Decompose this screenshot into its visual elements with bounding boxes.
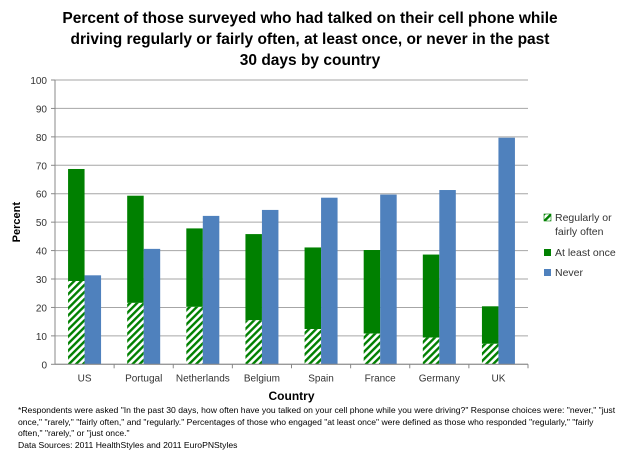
x-tick-label: US (78, 373, 92, 384)
y-tick-label: 100 (30, 76, 47, 87)
footnote: *Respondents were asked "In the past 30 … (18, 405, 616, 438)
legend-label: Regularly or (555, 212, 612, 224)
bar-at-least-once (304, 247, 322, 330)
bar-at-least-once (422, 254, 440, 338)
legend-label: fairly often (555, 226, 604, 238)
bar-regularly (304, 329, 322, 365)
bar-never (380, 194, 397, 365)
bar-never (498, 137, 515, 365)
bar-regularly (422, 337, 440, 365)
bar-at-least-once (68, 168, 85, 282)
legend-label: At least once (555, 247, 616, 259)
x-axis-label: Country (269, 389, 315, 403)
bar-regularly (68, 281, 85, 365)
y-tick-label: 10 (36, 332, 48, 343)
x-tick-label: Spain (308, 373, 334, 384)
footnote-block: *Respondents were asked "In the past 30 … (18, 405, 618, 451)
y-tick-label: 30 (36, 275, 48, 286)
bar-regularly (245, 320, 262, 365)
bar-regularly (127, 302, 144, 365)
bar-regularly (363, 333, 381, 365)
bar-never (261, 209, 279, 365)
legend-label: Never (555, 267, 584, 279)
bar-at-least-once (363, 250, 381, 334)
x-tick-label: France (365, 373, 397, 384)
bar-never (321, 197, 338, 365)
x-tick-label: UK (491, 373, 505, 384)
x-tick-label: Netherlands (176, 373, 230, 384)
bar-never (143, 248, 161, 365)
chart-title: Percent of those surveyed who had talked… (62, 10, 558, 69)
legend-swatch (544, 269, 551, 276)
bar-never (439, 190, 456, 365)
bar-at-least-once (245, 234, 262, 321)
bar-at-least-once (481, 306, 499, 344)
y-tick-label: 50 (36, 218, 48, 229)
legend-swatch (543, 213, 552, 222)
data-source: Data Sources: 2011 HealthStyles and 2011… (18, 439, 238, 450)
bar-regularly (481, 343, 499, 365)
bar-at-least-once (127, 195, 144, 303)
x-tick-label: Belgium (244, 373, 280, 384)
y-tick-label: 90 (36, 104, 48, 115)
bar-regularly (186, 306, 203, 365)
y-tick-label: 80 (36, 133, 48, 144)
bar-at-least-once (186, 228, 203, 307)
legend-swatch (544, 249, 551, 256)
y-tick-label: 40 (36, 247, 48, 258)
y-tick-label: 20 (36, 303, 48, 314)
y-tick-label: 70 (36, 161, 48, 172)
y-tick-label: 60 (36, 190, 48, 201)
bar-never (202, 215, 220, 365)
x-tick-label: Portugal (125, 373, 162, 384)
x-tick-label: Germany (419, 373, 460, 384)
y-tick-label: 0 (41, 360, 47, 371)
bar-never (84, 275, 102, 365)
y-axis-label: Percent (11, 202, 23, 243)
